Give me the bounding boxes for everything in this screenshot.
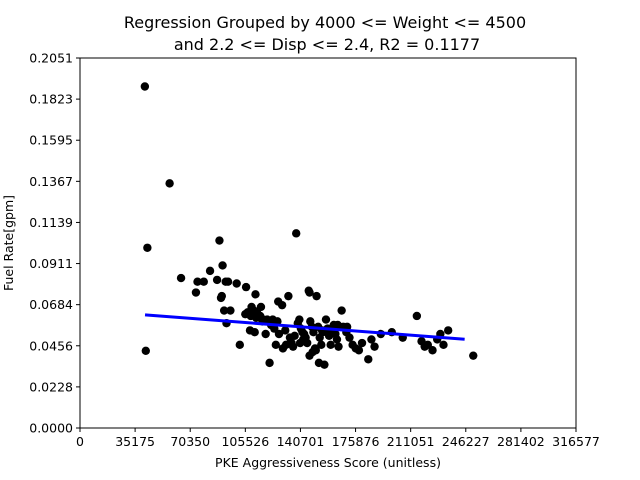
data-point: [337, 306, 346, 315]
data-point: [345, 333, 354, 342]
data-point: [256, 302, 266, 312]
data-point: [281, 326, 290, 335]
x-axis-ticks: 0 35175 70350 105526 140701 175876 211051 24622…: [76, 428, 600, 449]
plot-area: [140, 82, 478, 369]
y-axis-ticks: 0.0000 0.0228 0.0456 0.0684 0.0911 0.1139 0.13…: [29, 51, 80, 436]
data-point: [271, 340, 281, 350]
data-point: [311, 346, 320, 355]
data-point: [357, 338, 367, 348]
data-point: [241, 309, 250, 319]
data-point: [412, 311, 422, 321]
data-point: [423, 340, 433, 350]
data-point: [212, 275, 222, 285]
data-point: [176, 273, 186, 283]
data-point: [364, 355, 373, 364]
axes-frame: [79, 57, 577, 429]
data-point: [250, 328, 259, 337]
data-point: [333, 320, 342, 330]
data-point: [251, 290, 260, 299]
y-tick-label: 0.0228: [29, 379, 73, 394]
y-tick-label: 0.1139: [29, 215, 73, 230]
chart-title: Regression Grouped by 4000 <= Weight <= …: [124, 13, 526, 54]
x-axis-label: PKE Aggressiveness Score (unitless): [215, 455, 441, 470]
data-point: [305, 288, 314, 297]
y-tick-label: 0.1367: [29, 174, 73, 189]
data-point: [370, 342, 379, 351]
data-point: [218, 261, 227, 270]
data-point: [292, 229, 301, 238]
data-point: [241, 282, 251, 292]
chart-title-line-2: and 2.2 <= Disp <= 2.4, R2 = 0.1177: [174, 35, 480, 54]
x-tick-label: 70350: [170, 434, 210, 449]
x-tick-label: 281402: [497, 434, 545, 449]
data-point: [165, 179, 174, 188]
data-point: [141, 346, 150, 355]
data-point: [309, 328, 318, 337]
data-point: [223, 277, 233, 286]
data-point: [281, 340, 291, 350]
data-point: [215, 236, 224, 245]
y-tick-label: 0.0456: [29, 338, 73, 353]
data-point: [191, 288, 201, 297]
y-axis-label: Fuel Rate[gpm]: [1, 195, 16, 291]
data-point: [288, 342, 298, 351]
data-point: [219, 306, 229, 315]
data-point: [205, 266, 215, 276]
data-point: [284, 291, 293, 301]
data-point: [199, 277, 208, 286]
data-point: [428, 346, 437, 355]
data-point: [274, 329, 284, 339]
data-point: [270, 324, 279, 333]
data-point: [312, 291, 321, 301]
data-point: [261, 329, 270, 339]
data-point: [354, 346, 364, 355]
data-point: [252, 313, 261, 322]
chart-title-line-1: Regression Grouped by 4000 <= Weight <= …: [124, 13, 526, 32]
x-tick-label: 316577: [552, 434, 600, 449]
data-point: [299, 335, 308, 344]
x-tick-label: 0: [76, 434, 84, 449]
x-tick-label: 246227: [442, 434, 490, 449]
x-tick-label: 35175: [115, 434, 155, 449]
data-point: [277, 300, 287, 310]
data-point: [321, 315, 331, 324]
data-point: [295, 315, 304, 324]
data-point: [226, 306, 235, 315]
x-tick-label: 211051: [387, 434, 435, 449]
y-tick-label: 0.1595: [29, 133, 73, 148]
data-point: [439, 340, 448, 350]
regression-line: [144, 313, 465, 341]
x-tick-label: 140701: [277, 434, 325, 449]
data-point: [469, 351, 478, 360]
data-point: [140, 82, 150, 91]
data-point: [193, 277, 202, 286]
y-tick-label: 0.2051: [29, 51, 73, 66]
data-point: [265, 358, 274, 368]
y-tick-label: 0.1823: [29, 92, 73, 107]
data-point: [317, 340, 326, 350]
data-point: [332, 335, 342, 344]
y-tick-label: 0.0911: [29, 256, 73, 271]
data-point: [326, 340, 335, 350]
data-point: [290, 331, 299, 341]
data-point: [232, 279, 241, 288]
data-point: [443, 326, 453, 335]
y-tick-label: 0.0684: [29, 297, 73, 312]
data-point: [143, 243, 152, 252]
data-point: [247, 302, 256, 312]
x-tick-label: 175876: [332, 434, 380, 449]
data-point: [314, 358, 324, 368]
data-point: [216, 293, 226, 303]
x-tick-label: 105526: [221, 434, 269, 449]
data-point: [235, 340, 245, 350]
y-tick-label: 0.0000: [29, 421, 73, 436]
data-point: [367, 335, 376, 344]
data-point: [334, 342, 343, 351]
